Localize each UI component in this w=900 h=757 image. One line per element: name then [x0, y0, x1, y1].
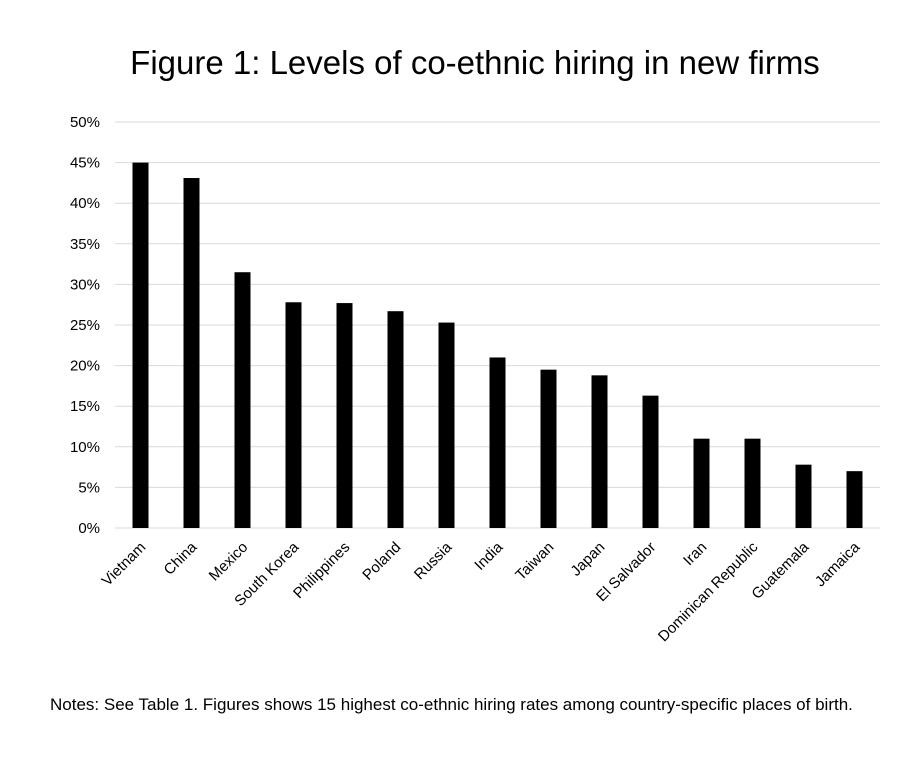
y-tick-label: 15% [70, 398, 100, 415]
bar-jamaica [846, 471, 863, 528]
y-tick-label: 30% [70, 276, 100, 293]
bar-el-salvador [642, 395, 659, 528]
bar-chart: 0% 5% 10% 15% 20% 25% 30% 35% 40% 45% 50% Vietnam C… [70, 114, 880, 645]
bar-south-korea [285, 302, 302, 528]
bar-guatemala [795, 464, 812, 528]
x-tick-label: Vietnam [99, 539, 150, 590]
chart-note: Notes: See Table 1. Figures shows 15 hig… [50, 695, 853, 714]
bar-china [183, 178, 200, 528]
bar-philippines [336, 303, 353, 528]
bar-dominican-republic [744, 438, 761, 528]
bar-india [489, 357, 506, 528]
y-tick-label: 0% [78, 520, 100, 537]
y-tick-label: 35% [70, 236, 100, 253]
x-tick-label: Dominican Republic [655, 538, 762, 645]
y-tick-label: 10% [70, 439, 100, 456]
bars [132, 162, 863, 528]
y-tick-label: 50% [70, 114, 100, 131]
bar-taiwan [540, 369, 557, 528]
y-tick-label: 45% [70, 155, 100, 172]
x-tick-label: Mexico [206, 539, 252, 585]
x-tick-label: China [161, 538, 201, 578]
x-tick-label: Russia [411, 538, 456, 583]
x-tick-label: Poland [359, 539, 404, 584]
x-tick-label: Jamaica [812, 538, 864, 590]
y-tick-label: 20% [70, 358, 100, 375]
x-tick-label: Taiwan [512, 539, 557, 584]
y-axis-tick-labels: 0% 5% 10% 15% 20% 25% 30% 35% 40% 45% 50% [70, 114, 100, 537]
chart-title: Figure 1: Levels of co-ethnic hiring in … [130, 44, 820, 81]
y-tick-label: 5% [78, 479, 100, 496]
y-tick-label: 25% [70, 317, 100, 334]
bar-poland [387, 311, 404, 528]
bar-mexico [234, 272, 251, 528]
bar-vietnam [132, 162, 149, 528]
y-tick-label: 40% [70, 195, 100, 212]
bar-japan [591, 375, 608, 528]
bar-iran [693, 438, 710, 528]
bar-russia [438, 322, 455, 528]
x-tick-label: Iran [680, 539, 710, 569]
x-tick-label: India [471, 538, 506, 573]
x-tick-label: Japan [567, 539, 608, 580]
